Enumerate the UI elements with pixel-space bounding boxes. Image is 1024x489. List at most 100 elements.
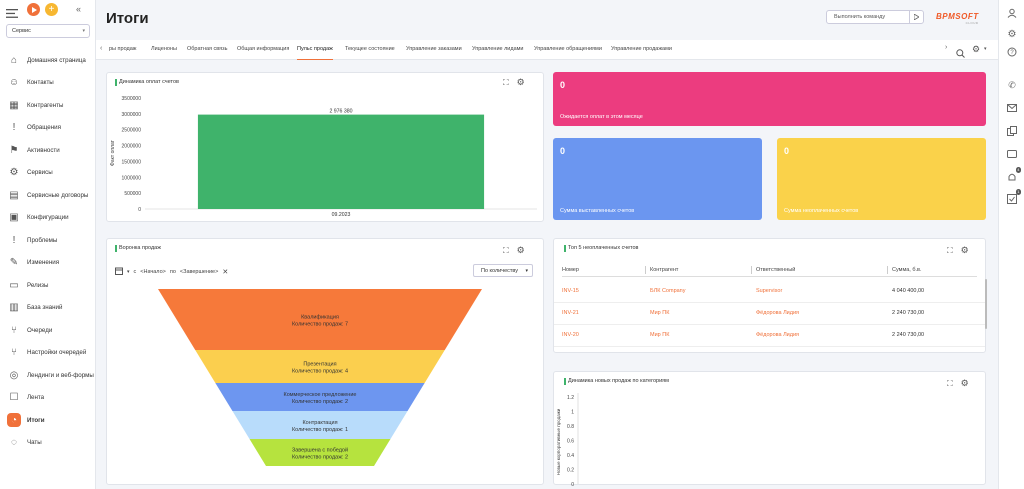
sidebar-item-label: Контакты xyxy=(27,78,54,86)
mail-icon[interactable] xyxy=(1005,101,1019,115)
calendar-icon[interactable] xyxy=(115,267,123,277)
expand-icon[interactable]: ⛶ xyxy=(503,77,509,87)
add-icon[interactable]: + xyxy=(45,3,58,16)
search-icon[interactable] xyxy=(956,45,965,63)
expand-icon[interactable]: ⛶ xyxy=(947,245,953,255)
chevron-down-icon[interactable]: ▾ xyxy=(984,46,987,52)
sidebar-item-problem[interactable]: ! Проблемы xyxy=(0,230,96,250)
workspace-select[interactable]: Сервис ▾ xyxy=(6,24,90,38)
column-header[interactable]: Сумма, б.в. xyxy=(892,267,922,273)
config-icon: ▣ xyxy=(9,211,19,223)
table-cell[interactable]: Фёдорова Лидия xyxy=(756,332,800,338)
sales-funnel-card: Воронка продаж ⛶ ⚙ ▾ с <Начало> по <Заве… xyxy=(106,238,544,485)
tab-4[interactable]: Пульс продаж xyxy=(297,46,333,60)
release-icon: ▭ xyxy=(9,279,19,291)
table-row[interactable] xyxy=(554,325,985,347)
copy-icon[interactable] xyxy=(1005,124,1019,138)
column-header[interactable]: Номер xyxy=(562,267,579,273)
collapse-icon[interactable]: « xyxy=(76,4,82,14)
queue-settings-icon: ⑂ xyxy=(11,346,17,358)
sidebar-item-alert[interactable]: ! Обращения xyxy=(0,117,96,137)
chevron-down-icon: ▾ xyxy=(82,28,85,34)
tab-9[interactable]: Управление продажами xyxy=(611,46,672,52)
sidebar-item-queue-settings[interactable]: ⑂ Настройки очередей xyxy=(0,342,96,362)
column-header[interactable]: Ответственный xyxy=(756,267,796,273)
table-cell[interactable]: INV-15 xyxy=(562,288,579,294)
run-icon[interactable] xyxy=(909,11,923,23)
tab-2[interactable]: Обратная связь xyxy=(187,46,228,52)
expand-icon[interactable]: ⛶ xyxy=(503,245,509,255)
sidebar-item-document[interactable]: ▤ Сервисные договоры xyxy=(0,185,96,205)
table-cell[interactable]: Фёдорова Лидия xyxy=(756,310,800,316)
sidebar-item-chart[interactable]: ◔ Итоги xyxy=(0,410,96,430)
tab-3[interactable]: Общая информация xyxy=(237,46,290,52)
table-cell[interactable]: INV-20 xyxy=(562,332,579,338)
menu-icon[interactable] xyxy=(6,5,18,18)
tab-8[interactable]: Управление обращениями xyxy=(534,46,602,52)
feed-icon: ☐ xyxy=(9,391,19,403)
table-cell[interactable]: Supervisor xyxy=(756,288,783,294)
filter-to: <Завершение> xyxy=(179,269,219,275)
sidebar-item-pencil[interactable]: ✎ Изменения xyxy=(0,252,96,272)
sidebar-item-book[interactable]: ▥ База знаний xyxy=(0,297,96,317)
gear-icon[interactable]: ⚙ xyxy=(972,44,981,54)
chat-icon[interactable] xyxy=(1005,148,1019,162)
gear-icon[interactable]: ⚙ xyxy=(960,378,969,388)
sidebar-item-home[interactable]: ⌂ Домашняя страница xyxy=(0,50,96,70)
gear-icon[interactable]: ⚙ xyxy=(960,245,969,255)
column-header[interactable]: Контрагент xyxy=(650,267,679,273)
sidebar-item-feed[interactable]: ☐ Лента xyxy=(0,387,96,407)
y-tick-label: 1500000 xyxy=(122,159,142,165)
table-cell[interactable]: Мир ПК xyxy=(650,310,670,316)
tab-7[interactable]: Управление лидами xyxy=(472,46,524,52)
pencil-icon: ✎ xyxy=(9,256,19,268)
gear-icon[interactable]: ⚙ xyxy=(516,77,525,87)
tabs-scroll-left-icon[interactable]: ‹ xyxy=(100,45,103,52)
table-cell: 2 240 730,00 xyxy=(892,310,925,316)
user-icon[interactable] xyxy=(1005,6,1019,20)
sidebar-item-label: Конфигурации xyxy=(27,213,69,221)
chart-icon: ◔ xyxy=(7,413,21,427)
sidebar-item-chat[interactable]: ◌ Чаты xyxy=(0,432,96,452)
command-input[interactable]: Выполнить команду xyxy=(826,10,924,24)
sidebar-item-gear[interactable]: ⚙ Сервисы xyxy=(0,162,96,182)
tab-5[interactable]: Текущее состояние xyxy=(345,46,395,52)
gear-icon[interactable]: ⚙ xyxy=(516,245,525,255)
table-cell[interactable]: БЛК Company xyxy=(650,288,686,294)
workspace-label: Сервис xyxy=(12,28,31,34)
phone-icon[interactable]: ✆ xyxy=(1008,79,1016,90)
right-toolbar: ⚙ ? ✆ 4 1 xyxy=(998,0,1024,489)
tab-0[interactable]: ры продаж xyxy=(109,46,137,52)
tab-6[interactable]: Управление заказами xyxy=(406,46,462,52)
flag-icon: ⚑ xyxy=(9,144,19,156)
sidebar-item-queue[interactable]: ⑂ Очереди xyxy=(0,320,96,340)
scrollbar[interactable] xyxy=(985,279,987,329)
sidebar-item-contact[interactable]: ☺ Контакты xyxy=(0,72,96,92)
sidebar-item-flag[interactable]: ⚑ Активности xyxy=(0,140,96,160)
period-filter[interactable]: ▾ с <Начало> по <Завершение> ✕ xyxy=(115,267,228,277)
table-cell[interactable]: Мир ПК xyxy=(650,332,670,338)
alert-icon: ! xyxy=(12,121,16,133)
table-row[interactable] xyxy=(554,303,985,325)
table-row[interactable] xyxy=(554,281,985,303)
help-icon[interactable]: ? xyxy=(1005,45,1019,59)
bell-icon[interactable]: 4 xyxy=(1005,167,1021,184)
sidebar-item-config[interactable]: ▣ Конфигурации xyxy=(0,207,96,227)
settings-icon[interactable]: ⚙ xyxy=(1007,28,1017,40)
table-cell[interactable]: INV-21 xyxy=(562,310,579,316)
payments-chart-card: Динамика оплат счетов ⛶ ⚙ 3500000 3000000… xyxy=(106,72,544,222)
sidebar-item-release[interactable]: ▭ Релизы xyxy=(0,275,96,295)
expand-icon[interactable]: ⛶ xyxy=(947,378,953,388)
header: Итоги Выполнить команду BPMSOFT CLOUD xyxy=(96,0,998,40)
filter-from: <Начало> xyxy=(140,269,166,275)
sidebar-item-label: База знаний xyxy=(27,303,63,311)
tab-1[interactable]: Лиценоны xyxy=(151,46,177,52)
close-icon[interactable]: ✕ xyxy=(222,269,229,276)
funnel-stage xyxy=(249,439,391,466)
play-icon[interactable] xyxy=(27,3,40,16)
sidebar-item-landing[interactable]: ◎ Лендинги и веб-формы xyxy=(0,365,96,385)
funnel-mode-select[interactable]: По количеству ▾ xyxy=(473,264,533,277)
sidebar-item-building[interactable]: ▦ Контрагенты xyxy=(0,95,96,115)
tabs-scroll-right-icon[interactable]: › xyxy=(945,44,948,51)
task-icon[interactable]: 1 xyxy=(1005,189,1021,206)
